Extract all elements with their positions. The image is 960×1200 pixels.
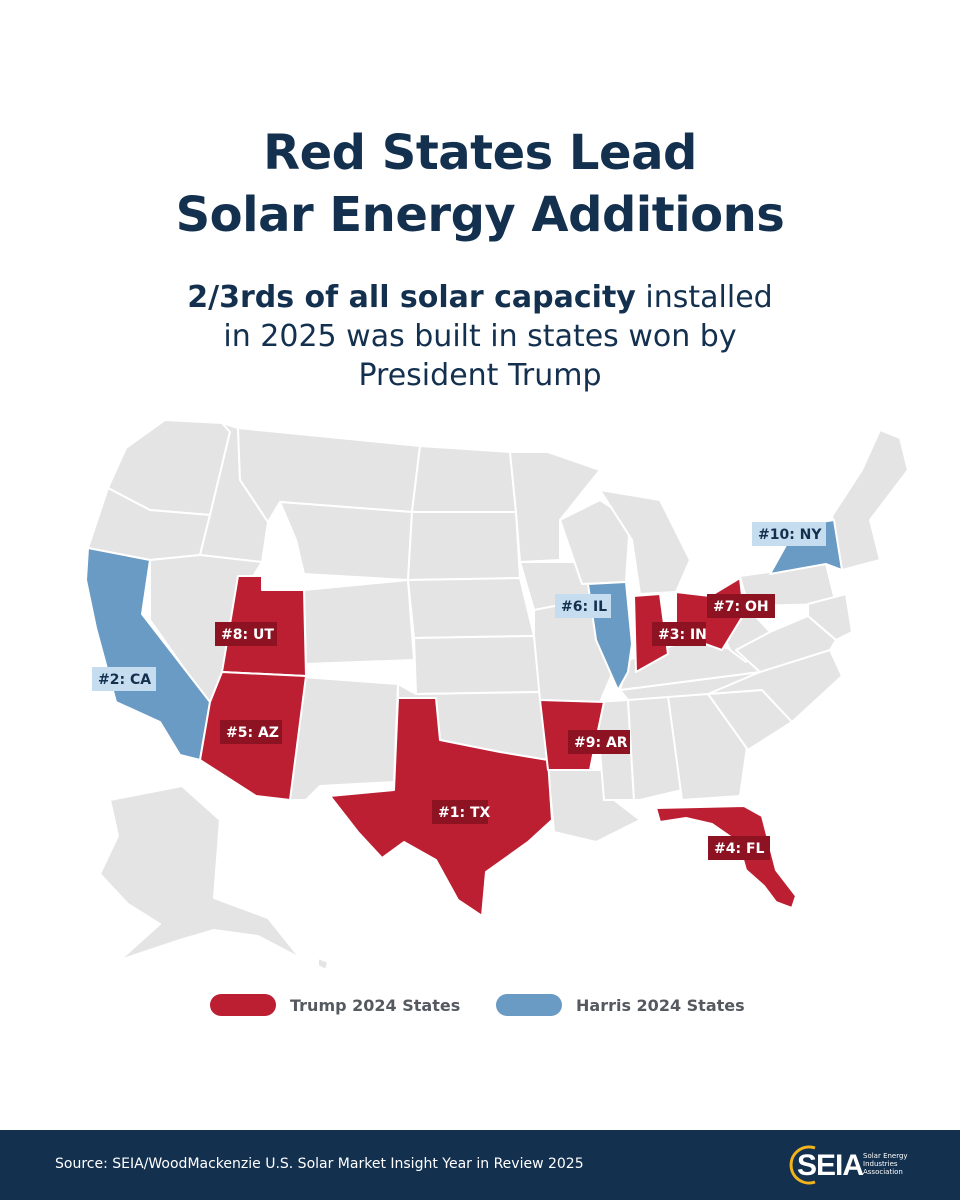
svg-text:#6: IL: #6: IL <box>561 599 607 615</box>
subtitle-highlight: 2/3rds of all solar capacity <box>187 280 636 315</box>
label-tx: #1: TX <box>432 800 490 824</box>
logo-wordmark: SEIA <box>797 1149 864 1182</box>
footer: Source: SEIA/WoodMackenzie U.S. Solar Ma… <box>0 1130 960 1200</box>
svg-text:#7: OH: #7: OH <box>713 599 769 615</box>
label-oh: #7: OH <box>707 594 775 618</box>
subtitle-line-3: President Trump <box>358 358 602 393</box>
svg-text:#9: AR: #9: AR <box>574 735 628 751</box>
state-new-england <box>831 429 909 571</box>
seia-logo: SEIA Solar Energy Industries Association <box>785 1142 915 1188</box>
label-ar: #9: AR <box>568 730 630 754</box>
state-wi <box>559 499 631 585</box>
rank-labels: #1: TX #2: CA #3: IN #4: FL #5: AZ #6: I… <box>92 522 826 860</box>
svg-text:#1: TX: #1: TX <box>438 805 490 821</box>
us-map: #1: TX #2: CA #3: IN #4: FL #5: AZ #6: I… <box>85 419 909 970</box>
state-sd <box>407 511 521 581</box>
subtitle-line-2: in 2025 was built in states won by <box>223 319 737 354</box>
legend-item-trump: Trump 2024 States <box>210 994 460 1016</box>
legend-label-trump: Trump 2024 States <box>290 995 461 1015</box>
state-fl <box>655 805 797 909</box>
state-nd <box>411 445 517 513</box>
subtitle-line-1: 2/3rds of all solar capacity installed <box>0 278 960 317</box>
svg-text:#4: FL: #4: FL <box>714 841 765 857</box>
label-in: #3: IN <box>652 622 707 646</box>
label-ny: #10: NY <box>752 522 826 546</box>
state-wy <box>279 501 413 581</box>
title-line-1: Red States Lead <box>263 125 697 181</box>
legend-item-harris: Harris 2024 States <box>496 994 745 1016</box>
label-az: #5: AZ <box>220 720 282 744</box>
subtitle: 2/3rds of all solar capacity installed i… <box>0 278 960 395</box>
state-in <box>633 593 669 673</box>
state-ak <box>99 785 301 961</box>
legend-swatch-harris <box>496 994 562 1016</box>
legend-label-harris: Harris 2024 States <box>576 995 745 1015</box>
state-hi <box>317 957 329 970</box>
source-note: Source: SEIA/WoodMackenzie U.S. Solar Ma… <box>55 1156 584 1172</box>
label-fl: #4: FL <box>708 836 770 860</box>
svg-text:#8: UT: #8: UT <box>221 627 274 643</box>
title-line-2: Solar Energy Additions <box>175 187 785 243</box>
svg-text:#5: AZ: #5: AZ <box>226 725 279 741</box>
state-ne <box>407 577 535 639</box>
label-ca: #2: CA <box>92 667 156 691</box>
state-ca <box>85 547 211 761</box>
label-il: #6: IL <box>555 594 611 618</box>
state-mn <box>509 451 601 563</box>
legend-swatch-trump <box>210 994 276 1016</box>
legend: Trump 2024 States Harris 2024 States <box>210 994 770 1022</box>
svg-text:#10: NY: #10: NY <box>758 527 822 543</box>
page-title: Red States Lead Solar Energy Additions <box>0 122 960 246</box>
state-mid-atlantic <box>807 593 853 641</box>
svg-text:#3: IN: #3: IN <box>658 627 707 643</box>
state-ks <box>413 635 541 695</box>
sun-arc-icon <box>789 1145 816 1185</box>
subtitle-line-1-rest: installed <box>635 280 773 315</box>
state-co <box>303 579 415 665</box>
logo-tagline: Solar Energy Industries Association <box>863 1152 908 1176</box>
label-ut: #8: UT <box>215 622 277 646</box>
svg-text:#2: CA: #2: CA <box>98 672 151 688</box>
